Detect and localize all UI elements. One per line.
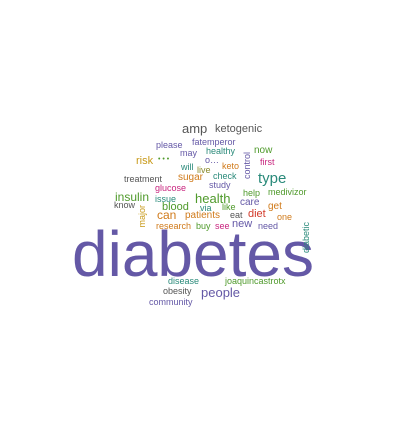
word-eat: eat	[230, 210, 243, 220]
word-new: new	[232, 218, 253, 230]
word-diet: diet	[248, 208, 266, 220]
word-sugar: sugar	[178, 172, 204, 183]
word-risk: risk	[136, 155, 154, 167]
word-major: major	[137, 205, 147, 228]
word-blood: blood	[162, 201, 189, 213]
word-get: get	[268, 201, 282, 212]
word-healthy: healthy	[206, 146, 236, 156]
word-care: care	[240, 197, 260, 208]
word-like: like	[222, 202, 236, 212]
word-check: check	[213, 171, 237, 181]
word-dots: • • •	[158, 156, 170, 163]
word-community: community	[149, 297, 193, 307]
word-keto: keto	[222, 161, 240, 171]
word-diabetes: diabetes	[72, 218, 314, 290]
word-will: will	[181, 162, 194, 172]
word-issue: issue	[155, 194, 177, 204]
word-buy: buy	[196, 221, 211, 231]
word-obesity: obesity	[163, 286, 192, 296]
word-can: can	[157, 208, 177, 222]
word-know: know	[114, 200, 136, 210]
word-disease: disease	[168, 276, 200, 286]
word-o: o…	[205, 155, 220, 165]
word-fatemperor: fatemperor	[192, 137, 236, 147]
word-study: study	[209, 180, 231, 190]
word-live: live	[197, 165, 211, 175]
word-medivizor: medivizor	[268, 187, 307, 197]
word-first: first	[260, 157, 275, 167]
word-need: need	[258, 221, 279, 231]
word-people: people	[201, 285, 241, 300]
word-now: now	[254, 145, 273, 156]
word-via: via	[200, 203, 212, 213]
word-type: type	[258, 170, 287, 187]
word-diabetic: diabetic	[301, 222, 311, 254]
word-see: see	[215, 221, 230, 231]
word-health: health	[195, 191, 231, 206]
word-patients: patients	[185, 210, 221, 221]
word-research: research	[156, 221, 192, 231]
word-help: help	[243, 188, 261, 198]
word-control: control	[242, 152, 252, 180]
word-treatment: treatment	[124, 174, 163, 184]
word-amp: amp	[182, 121, 208, 136]
word-one: one	[277, 212, 293, 222]
word-please: please	[156, 140, 183, 150]
word-joaquincastrotx: joaquincastrotx	[225, 276, 286, 286]
word-insulin: insulin	[115, 190, 150, 204]
word-ketogenic: ketogenic	[215, 123, 263, 135]
word-may: may	[180, 148, 198, 158]
word-glucose: glucose	[155, 183, 187, 193]
